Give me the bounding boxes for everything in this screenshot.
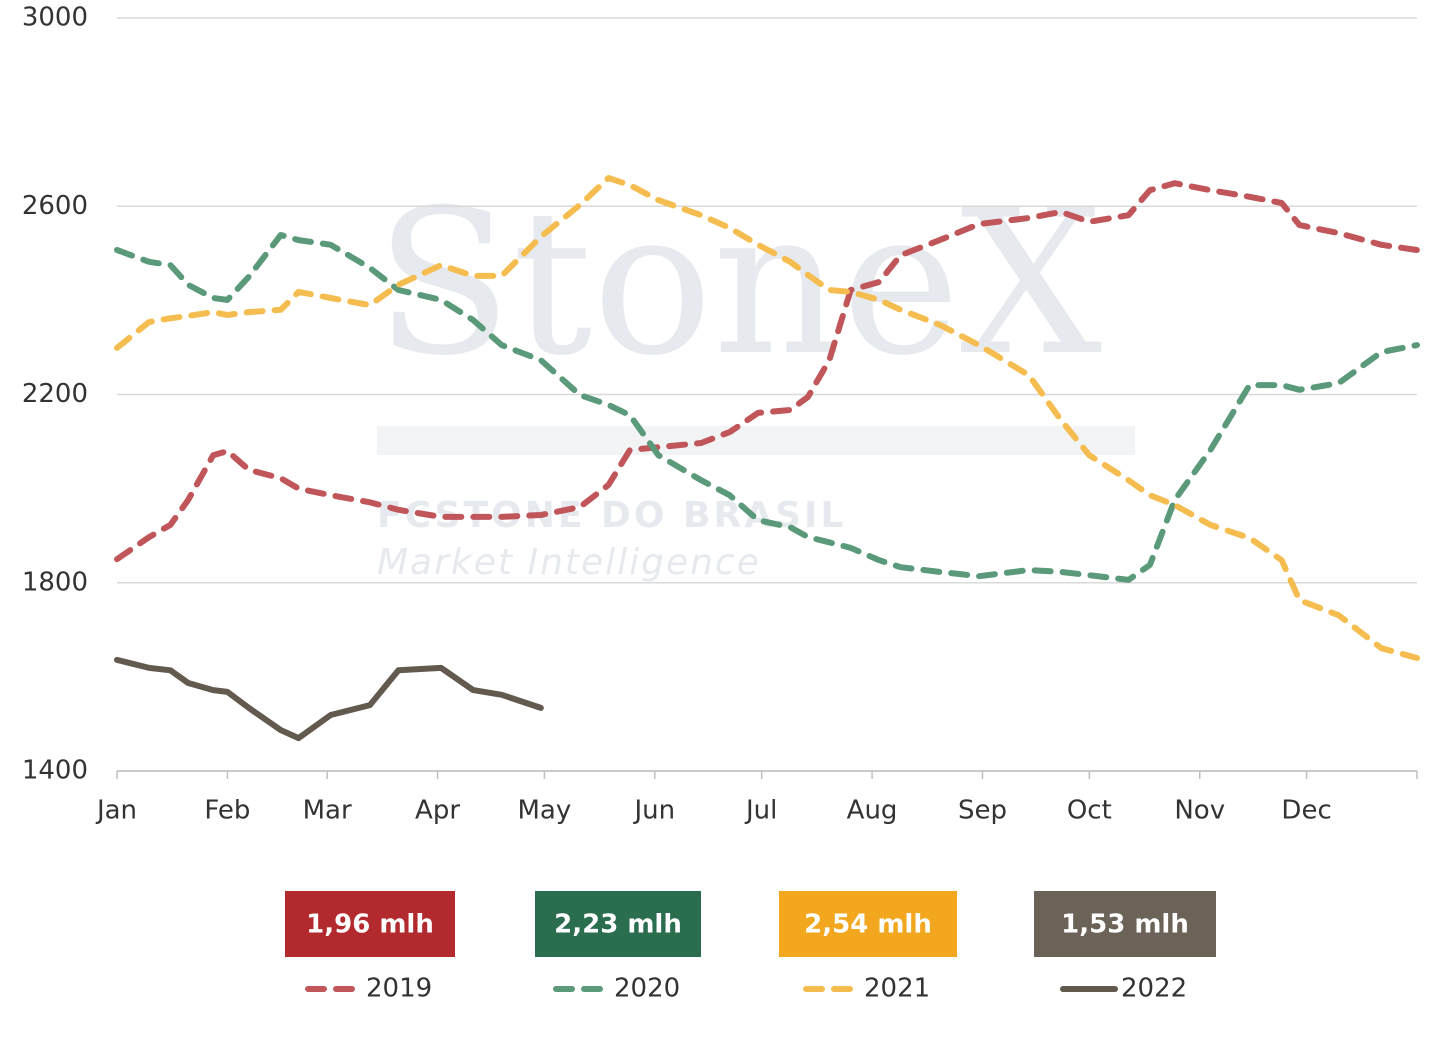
x-tick-label: May (518, 796, 572, 826)
legend-label: 2019 (366, 974, 432, 1004)
watermark: StoneX FCSTONE DO BRASIL Market Intellig… (375, 167, 1135, 583)
x-tick-label: Apr (415, 796, 460, 826)
y-tick-label: 2200 (22, 379, 88, 409)
y-tick-label: 1400 (22, 756, 88, 786)
badge (535, 891, 701, 957)
legend-label: 2020 (614, 974, 680, 1004)
x-tick-label: Nov (1174, 796, 1225, 826)
series-line (114, 656, 544, 742)
y-tick-label: 2600 (22, 191, 88, 221)
y-tick-label: 3000 (22, 3, 88, 33)
x-tick-label: Oct (1067, 796, 1112, 826)
legend-item: 2,23 mlh 2020 (535, 891, 701, 1004)
series-line (114, 180, 1420, 563)
legend-item: 1,96 mlh 2019 (285, 891, 455, 1004)
watermark-logo: StoneX (375, 167, 1102, 400)
x-tick-label: Jun (632, 796, 675, 826)
x-tick-label: Jul (744, 796, 777, 826)
badge-label: 1,53 mlh (1061, 910, 1189, 940)
watermark-band (377, 426, 1135, 455)
y-tick-label: 1800 (22, 567, 88, 597)
x-tick-label: Mar (303, 796, 352, 826)
badge (779, 891, 957, 957)
badge-label: 1,96 mlh (306, 910, 434, 940)
legend-item: 1,53 mlh 2022 (1034, 891, 1216, 1004)
x-tick-label: Jan (95, 796, 137, 826)
series-line (114, 175, 1420, 661)
x-tick-label: Feb (204, 796, 250, 826)
badge-label: 2,54 mlh (804, 910, 932, 940)
x-tick-label: Sep (958, 796, 1007, 826)
x-tick-label: Aug (847, 796, 898, 826)
badge (1034, 891, 1216, 957)
legend-item: 2,54 mlh 2021 (779, 891, 957, 1004)
badge (285, 891, 455, 957)
watermark-tagline: Market Intelligence (377, 542, 761, 583)
x-tick-label: Dec (1281, 796, 1331, 826)
legend-label: 2022 (1121, 974, 1187, 1004)
badge-label: 2,23 mlh (554, 910, 682, 940)
series-line (114, 232, 1420, 583)
legend-label: 2021 (864, 974, 930, 1004)
